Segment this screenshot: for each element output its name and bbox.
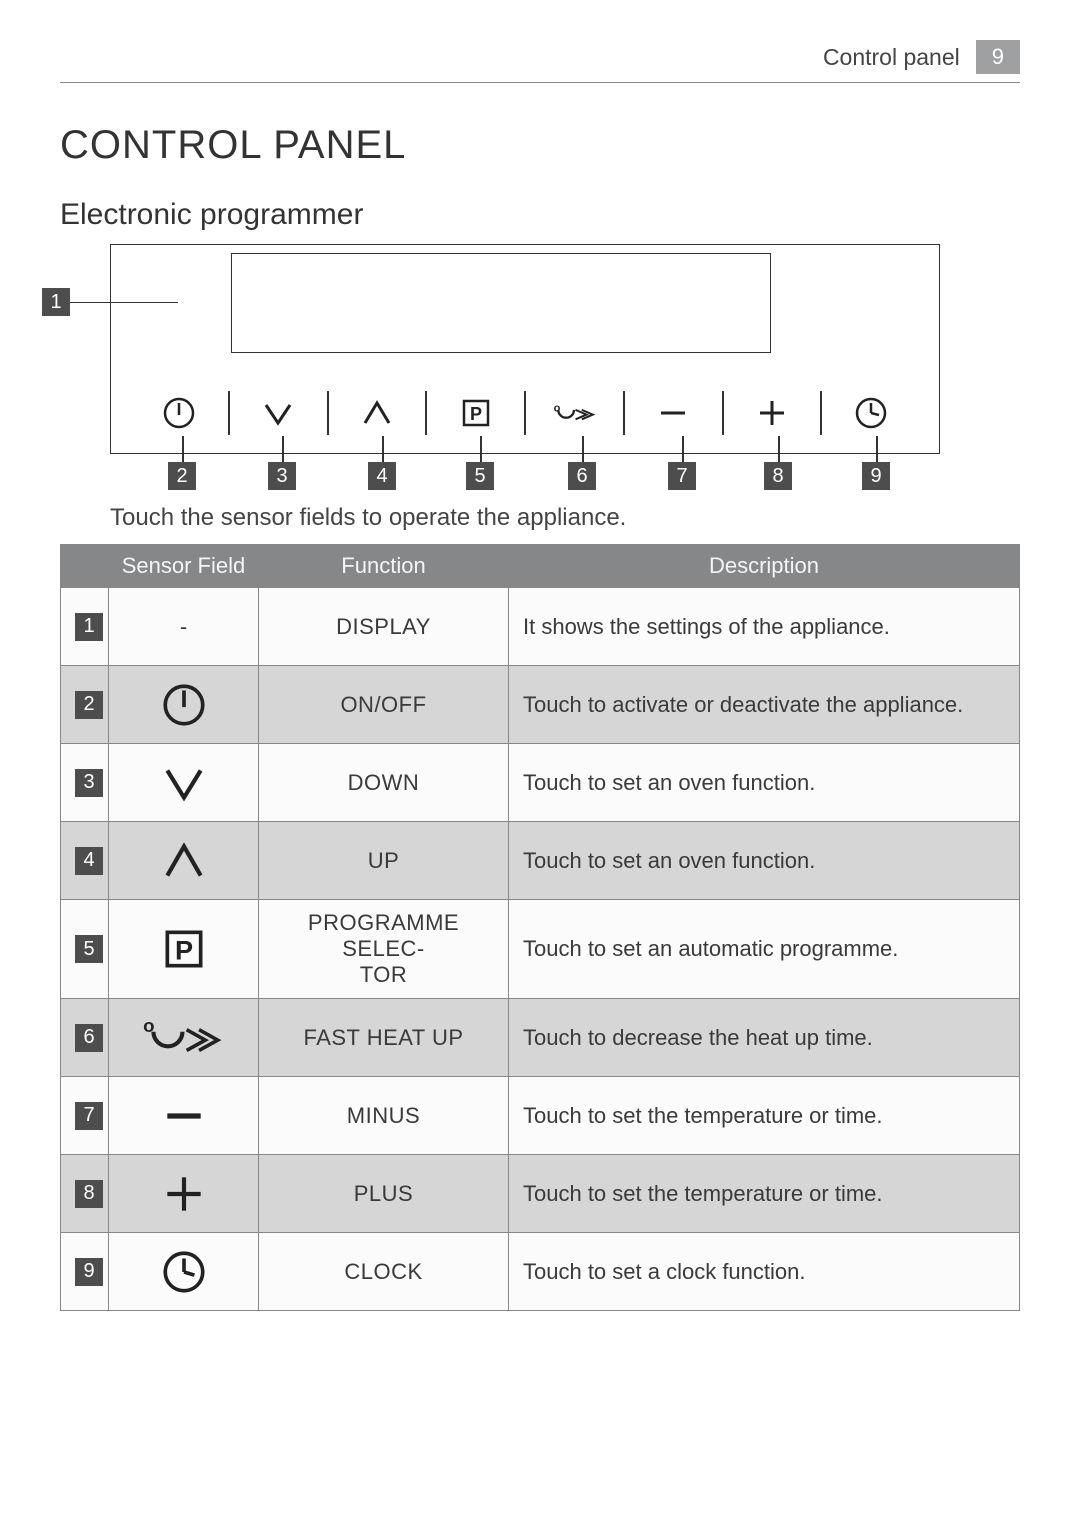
table-row: 4 UPTouch to set an oven function. bbox=[61, 822, 1020, 900]
page-number: 9 bbox=[976, 40, 1020, 74]
row-number-badge: 7 bbox=[75, 1102, 103, 1130]
row-number-cell: 1 bbox=[61, 588, 109, 666]
sensor-functions-table: Sensor Field Function Description 1-DISP… bbox=[60, 544, 1020, 1311]
table-row: 8 PLUSTouch to set the temperature or tim… bbox=[61, 1155, 1020, 1233]
page-header: Control panel 9 bbox=[60, 40, 1020, 83]
row-number-cell: 2 bbox=[61, 666, 109, 744]
display-rect bbox=[231, 253, 771, 353]
sensor-field-cell bbox=[109, 1077, 259, 1155]
sensor-field-cell: P bbox=[109, 900, 259, 999]
row-number-badge: 5 bbox=[75, 935, 103, 963]
prog-icon: P bbox=[454, 391, 498, 435]
row-number-badge: 1 bbox=[75, 613, 103, 641]
description-cell: Touch to set the temperature or time. bbox=[509, 1155, 1020, 1233]
table-row: 5 P PROGRAMME SELEC- TORTouch to set an au… bbox=[61, 900, 1020, 999]
sensor-field-cell bbox=[109, 1233, 259, 1311]
description-cell: Touch to decrease the heat up time. bbox=[509, 999, 1020, 1077]
svg-text:P: P bbox=[470, 404, 482, 424]
page-title: CONTROL PANEL bbox=[60, 123, 1020, 168]
callout-8: 8 bbox=[764, 462, 792, 490]
description-cell: Touch to set an oven function. bbox=[509, 744, 1020, 822]
row-number-cell: 7 bbox=[61, 1077, 109, 1155]
table-row: 2 ON/OFFTouch to activate or deactivate t… bbox=[61, 666, 1020, 744]
sensor-field-cell: o bbox=[109, 999, 259, 1077]
function-cell: ON/OFF bbox=[259, 666, 509, 744]
clock-icon bbox=[849, 391, 893, 435]
description-cell: Touch to set an oven function. bbox=[509, 822, 1020, 900]
sensor-field-cell bbox=[109, 744, 259, 822]
row-number-badge: 8 bbox=[75, 1180, 103, 1208]
row-number-cell: 9 bbox=[61, 1233, 109, 1311]
panel-frame: P o bbox=[110, 244, 940, 454]
row-number-badge: 4 bbox=[75, 847, 103, 875]
row-number-badge: 6 bbox=[75, 1024, 103, 1052]
row-number-cell: 5 bbox=[61, 900, 109, 999]
down-icon bbox=[159, 758, 209, 808]
callout-7: 7 bbox=[668, 462, 696, 490]
up-icon bbox=[355, 391, 399, 435]
svg-text:P: P bbox=[174, 934, 192, 965]
callout-4: 4 bbox=[368, 462, 396, 490]
table-row: 6 o FAST HEAT UPTouch to decrease the heat… bbox=[61, 999, 1020, 1077]
plus-icon bbox=[159, 1169, 209, 1219]
function-cell: FAST HEAT UP bbox=[259, 999, 509, 1077]
minus-icon bbox=[651, 391, 695, 435]
table-header-description: Description bbox=[509, 545, 1020, 588]
sensor-field-cell: - bbox=[109, 588, 259, 666]
page-subtitle: Electronic programmer bbox=[60, 198, 1020, 232]
sensor-field-cell bbox=[109, 666, 259, 744]
description-cell: It shows the settings of the appliance. bbox=[509, 588, 1020, 666]
function-cell: PROGRAMME SELEC- TOR bbox=[259, 900, 509, 999]
callout-5: 5 bbox=[466, 462, 494, 490]
table-row: 1-DISPLAYIt shows the settings of the ap… bbox=[61, 588, 1020, 666]
table-header-sensor: Sensor Field bbox=[109, 545, 259, 588]
clock-icon bbox=[159, 1247, 209, 1297]
icon-strip: P o bbox=[111, 391, 939, 435]
row-number-badge: 3 bbox=[75, 769, 103, 797]
row-number-cell: 3 bbox=[61, 744, 109, 822]
description-cell: Touch to set a clock function. bbox=[509, 1233, 1020, 1311]
callout-2: 2 bbox=[168, 462, 196, 490]
callout-1: 1 bbox=[42, 288, 70, 316]
prog-icon: P bbox=[159, 924, 209, 974]
sensor-field-cell bbox=[109, 822, 259, 900]
plus-icon bbox=[750, 391, 794, 435]
onoff-icon bbox=[157, 391, 201, 435]
sensor-field-cell bbox=[109, 1155, 259, 1233]
down-icon bbox=[256, 391, 300, 435]
callout-6: 6 bbox=[568, 462, 596, 490]
function-cell: PLUS bbox=[259, 1155, 509, 1233]
header-section-label: Control panel bbox=[823, 44, 960, 71]
control-panel-diagram: 1 P o bbox=[60, 244, 1020, 454]
description-cell: Touch to activate or deactivate the appl… bbox=[509, 666, 1020, 744]
callout-9: 9 bbox=[862, 462, 890, 490]
function-cell: DISPLAY bbox=[259, 588, 509, 666]
fastheat-icon: o bbox=[552, 391, 596, 435]
fastheat-icon: o bbox=[141, 1013, 226, 1063]
row-number-badge: 9 bbox=[75, 1258, 103, 1286]
description-cell: Touch to set an automatic programme. bbox=[509, 900, 1020, 999]
function-cell: DOWN bbox=[259, 744, 509, 822]
table-row: 3 DOWNTouch to set an oven function. bbox=[61, 744, 1020, 822]
callout-row: 2 3 4 5 6 7 8 9 bbox=[110, 462, 940, 532]
table-row: 9 CLOCKTouch to set a clock function. bbox=[61, 1233, 1020, 1311]
up-icon bbox=[159, 836, 209, 886]
callout-3: 3 bbox=[268, 462, 296, 490]
row-number-cell: 4 bbox=[61, 822, 109, 900]
row-number-badge: 2 bbox=[75, 691, 103, 719]
table-header-blank bbox=[61, 545, 109, 588]
row-number-cell: 6 bbox=[61, 999, 109, 1077]
table-row: 7 MINUSTouch to set the temperature or ti… bbox=[61, 1077, 1020, 1155]
row-number-cell: 8 bbox=[61, 1155, 109, 1233]
table-header-function: Function bbox=[259, 545, 509, 588]
function-cell: CLOCK bbox=[259, 1233, 509, 1311]
function-cell: UP bbox=[259, 822, 509, 900]
onoff-icon bbox=[159, 680, 209, 730]
function-cell: MINUS bbox=[259, 1077, 509, 1155]
minus-icon bbox=[159, 1091, 209, 1141]
description-cell: Touch to set the temperature or time. bbox=[509, 1077, 1020, 1155]
